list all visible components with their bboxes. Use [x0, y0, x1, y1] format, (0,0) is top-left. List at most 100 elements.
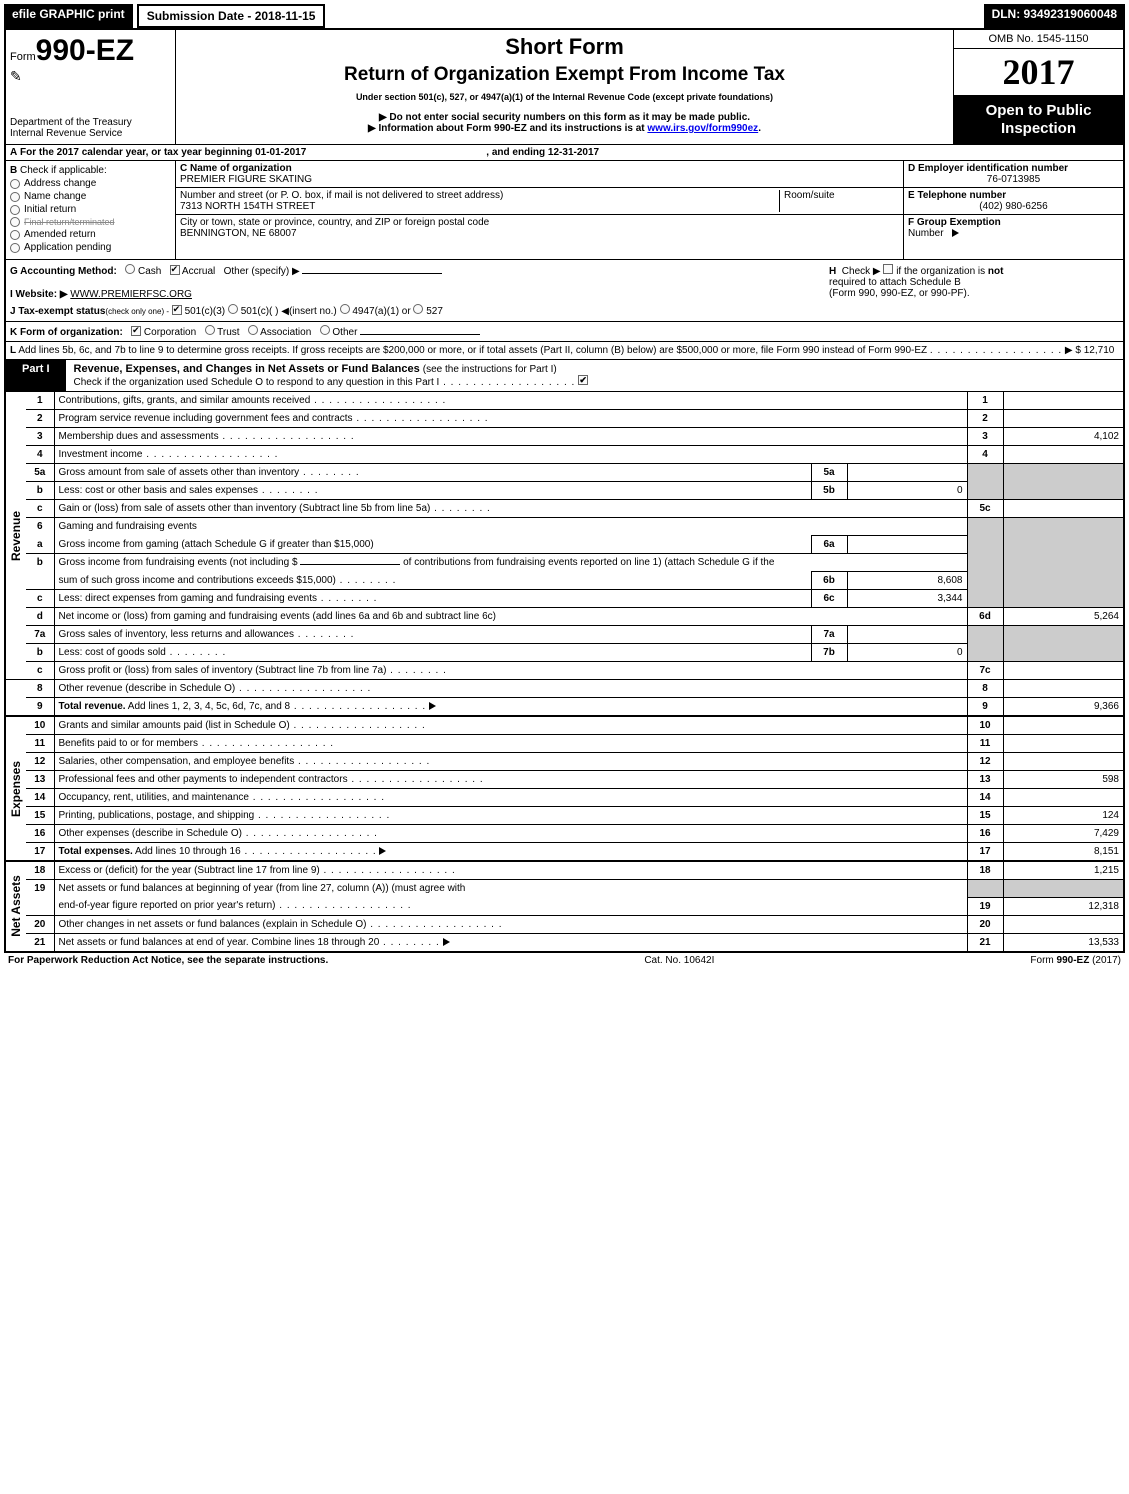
open-to-public: Open to Public: [958, 102, 1119, 120]
label-f: F Group Exemption: [908, 217, 1001, 228]
revenue-label: Revenue: [9, 510, 23, 560]
radio-527[interactable]: [413, 304, 423, 314]
opt-accrual: Accrual: [182, 266, 215, 277]
net-assets-label: Net Assets: [9, 875, 23, 937]
line-6c-text: Less: direct expenses from gaming and fu…: [59, 593, 317, 604]
line-10-no: 10: [26, 716, 54, 735]
line-20-ref: 20: [967, 915, 1003, 933]
checkbox-accrual[interactable]: [170, 265, 180, 275]
line-12-ref: 12: [967, 753, 1003, 771]
radio-amended-return[interactable]: [10, 230, 20, 240]
line-5a-no: 5a: [26, 464, 54, 482]
opt-other-specify: Other (specify): [224, 266, 290, 277]
part-1-label: Part I: [6, 360, 66, 391]
radio-final-return[interactable]: [10, 217, 20, 227]
line-7a-sref: 7a: [811, 626, 847, 644]
radio-initial-return[interactable]: [10, 205, 20, 215]
line-7a-text: Gross sales of inventory, less returns a…: [59, 629, 294, 640]
line-7a-sval: [847, 626, 967, 644]
line-14-ref: 14: [967, 789, 1003, 807]
footer-right-post: (2017): [1089, 955, 1121, 966]
info-prefix: Information about Form 990-EZ and its in…: [378, 123, 647, 134]
line-6b-text3: sum of such gross income and contributio…: [59, 575, 336, 586]
line-17-no: 17: [26, 843, 54, 862]
line-19-text2: end-of-year figure reported on prior yea…: [59, 900, 276, 911]
line-1-val: [1003, 392, 1123, 410]
label-f2: Number: [908, 228, 944, 239]
radio-name-change[interactable]: [10, 192, 20, 202]
line-13-ref: 13: [967, 771, 1003, 789]
h-not: not: [988, 266, 1004, 277]
line-2-no: 2: [26, 410, 54, 428]
label-e: E Telephone number: [908, 190, 1119, 201]
radio-trust[interactable]: [205, 325, 215, 335]
line-12-no: 12: [26, 753, 54, 771]
radio-cash[interactable]: [125, 264, 135, 274]
line-14-text: Occupancy, rent, utilities, and maintena…: [59, 792, 249, 803]
line-1-ref: 1: [967, 392, 1003, 410]
l-amount: $ 12,710: [1075, 345, 1114, 356]
opt-application-pending: Application pending: [24, 242, 111, 253]
city-value: BENNINGTON, NE 68007: [180, 228, 899, 239]
radio-other-org[interactable]: [320, 325, 330, 335]
line-7c-ref: 7c: [967, 662, 1003, 680]
line-6b-sval: 8,608: [847, 572, 967, 590]
line-6b-no: b: [26, 554, 54, 572]
radio-association[interactable]: [248, 325, 258, 335]
line-21-text: Net assets or fund balances at end of ye…: [59, 937, 380, 948]
website-value[interactable]: WWW.PREMIERFSC.ORG: [70, 289, 192, 300]
line-5b-sref: 5b: [811, 482, 847, 500]
part-1-header: Part I Revenue, Expenses, and Changes in…: [6, 359, 1123, 392]
label-d: D Employer identification number: [908, 163, 1119, 174]
efile-print-button[interactable]: efile GRAPHIC print: [4, 4, 133, 28]
line-6-text: Gaming and fundraising events: [59, 521, 197, 532]
opt-trust: Trust: [217, 327, 239, 338]
line-6d-text: Net income or (loss) from gaming and fun…: [59, 611, 496, 622]
radio-application-pending[interactable]: [10, 243, 20, 253]
line-11-val: [1003, 735, 1123, 753]
radio-address-change[interactable]: [10, 179, 20, 189]
checkbox-h[interactable]: [883, 264, 893, 274]
checkbox-corporation[interactable]: [131, 326, 141, 336]
line-8-val: [1003, 680, 1123, 698]
short-form-title: Short Form: [184, 34, 945, 60]
omb-number: OMB No. 1545-1150: [954, 30, 1123, 49]
irs-link[interactable]: www.irs.gov/form990ez: [647, 123, 758, 134]
line-7a-no: 7a: [26, 626, 54, 644]
radio-4947[interactable]: [340, 304, 350, 314]
line-16-ref: 16: [967, 825, 1003, 843]
checkbox-schedule-o[interactable]: [578, 375, 588, 385]
line-6b-sref: 6b: [811, 572, 847, 590]
inspection: Inspection: [958, 120, 1119, 138]
line-7c-text: Gross profit or (loss) from sales of inv…: [59, 665, 387, 676]
line-3-no: 3: [26, 428, 54, 446]
footer-center: Cat. No. 10642I: [644, 955, 714, 966]
top-bar: efile GRAPHIC print Submission Date - 20…: [4, 4, 1125, 28]
line-3-text: Membership dues and assessments: [59, 431, 219, 442]
line-2-text: Program service revenue including govern…: [59, 413, 353, 424]
footer-left: For Paperwork Reduction Act Notice, see …: [8, 955, 328, 966]
line-13-no: 13: [26, 771, 54, 789]
city-label: City or town, state or province, country…: [180, 217, 899, 228]
street-value: 7313 NORTH 154TH STREET: [180, 201, 779, 212]
footer-right-bold: 990-EZ: [1057, 955, 1090, 966]
tax-year: 2017: [954, 49, 1123, 96]
radio-501c[interactable]: [228, 304, 238, 314]
line-17-ref: 17: [967, 843, 1003, 862]
checkbox-501c3[interactable]: [172, 305, 182, 315]
label-i: I Website: ▶: [10, 289, 68, 300]
line-19-val: 12,318: [1003, 897, 1123, 915]
label-c: C Name of organization: [180, 163, 899, 174]
ending-date: , and ending 12-31-2017: [486, 147, 599, 158]
phone-value: (402) 980-6256: [908, 201, 1119, 212]
insert-no: (insert no.): [289, 306, 337, 317]
line-11-no: 11: [26, 735, 54, 753]
form-header: Form990-EZ ✎ Department of the Treasury …: [6, 28, 1123, 144]
line-10-val: [1003, 716, 1123, 735]
line-6-no: 6: [26, 518, 54, 536]
line-16-no: 16: [26, 825, 54, 843]
line-2-val: [1003, 410, 1123, 428]
line-19-text1: Net assets or fund balances at beginning…: [59, 883, 466, 894]
form-number: 990-EZ: [36, 34, 134, 67]
arrow-icon: [443, 938, 450, 946]
